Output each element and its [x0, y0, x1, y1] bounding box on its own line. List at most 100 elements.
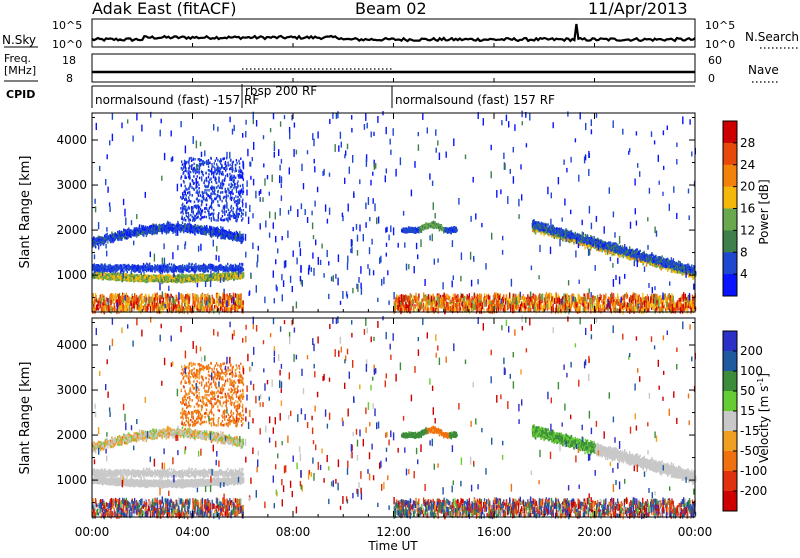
power-cell: [474, 293, 475, 298]
power-cell: [692, 301, 693, 305]
power-cell: [601, 299, 602, 303]
power-cell: [489, 296, 490, 300]
power-cell: [101, 309, 102, 312]
power-cell: [423, 293, 424, 299]
power-cell: [109, 297, 110, 303]
power-cell: [202, 294, 203, 298]
power-cell: [240, 293, 241, 300]
power-cell: [214, 276, 216, 279]
power-cell: [422, 305, 423, 309]
power-cell: [661, 306, 662, 313]
power-cell: [680, 302, 681, 307]
power-cell: [159, 295, 160, 299]
power-cell: [169, 303, 170, 307]
power-cell: [145, 302, 146, 306]
power-cell: [616, 308, 617, 311]
power-cell: [196, 279, 198, 282]
power-cell: [584, 296, 585, 300]
power-cell: [451, 306, 452, 311]
power-cell: [213, 308, 214, 314]
cpid-segment-1: normalsound (fast) -157 RF: [95, 93, 259, 107]
power-cell: [453, 300, 454, 307]
nsearch-tick-low: 10^0: [705, 38, 735, 51]
power-cell: [450, 306, 451, 310]
power-cell: [529, 305, 530, 308]
power-cell: [406, 304, 407, 309]
power-cell: [459, 304, 460, 311]
power-cell: [178, 275, 180, 278]
power-cell: [197, 300, 198, 305]
power-cell: [542, 305, 543, 311]
power-cell: [106, 307, 107, 311]
power-cell: [185, 301, 186, 305]
power-cell: [126, 308, 127, 312]
power-cell: [436, 301, 437, 307]
power-cell: [623, 295, 624, 300]
power-cell: [595, 296, 596, 300]
power-cell: [534, 305, 535, 312]
power-cell: [601, 295, 602, 299]
power-cell: [159, 307, 160, 311]
power-cell: [137, 274, 139, 277]
power-cell: [169, 307, 170, 312]
power-cell: [114, 305, 115, 311]
power-cell: [214, 305, 215, 308]
power-cell: [136, 277, 138, 280]
power-cell: [150, 297, 151, 303]
power-cell: [135, 301, 136, 305]
power-cell: [204, 306, 205, 311]
power-cell: [160, 295, 161, 300]
power-cell: [442, 300, 443, 307]
power-cell: [141, 295, 142, 300]
power-cell: [129, 305, 130, 312]
power-cell: [131, 306, 132, 312]
power-cell: [691, 301, 692, 308]
power-cell: [151, 299, 152, 305]
power-cell: [195, 298, 196, 304]
power-cell: [671, 293, 672, 299]
power-cell: [100, 273, 102, 276]
power-cell: [636, 294, 637, 300]
power-cell: [476, 298, 477, 302]
power-cell: [113, 294, 114, 299]
power-cell: [182, 301, 183, 306]
power-cell: [195, 275, 197, 278]
power-cell: [403, 302, 404, 307]
power-cell: [428, 294, 429, 299]
power-cell: [138, 307, 139, 310]
power-cell: [522, 296, 523, 300]
power-cell: [399, 295, 400, 299]
date-title: 11/Apr/2013: [588, 0, 688, 18]
power-cell: [687, 308, 688, 313]
power-cell: [145, 306, 146, 311]
power-cell: [182, 275, 184, 278]
power-cell: [447, 294, 448, 297]
power-cell: [578, 298, 579, 304]
power-cell: [609, 301, 610, 306]
power-cell: [163, 297, 164, 302]
power-cell: [243, 274, 245, 277]
power-cell: [505, 306, 506, 312]
power-cell: [449, 300, 450, 304]
power-cell: [110, 308, 111, 314]
power-cell: [412, 299, 413, 304]
power-cell: [100, 298, 101, 301]
power-cell: [94, 304, 95, 310]
beam-title: Beam 02: [355, 0, 427, 18]
power-cell: [125, 276, 127, 279]
power-cell: [122, 299, 123, 303]
power-cell: [626, 292, 627, 299]
power-cell: [230, 308, 231, 313]
power-cell: [415, 293, 416, 299]
power-cell: [222, 294, 223, 298]
power-cell: [580, 306, 581, 313]
power-cell: [109, 276, 111, 279]
power-cell: [178, 301, 179, 305]
power-cell: [579, 295, 580, 299]
power-cell: [129, 278, 131, 281]
power-cell: [471, 303, 472, 309]
power-cell: [509, 304, 510, 309]
power-cell: [179, 304, 180, 308]
power-cell: [583, 308, 584, 312]
power-cell: [139, 275, 141, 278]
